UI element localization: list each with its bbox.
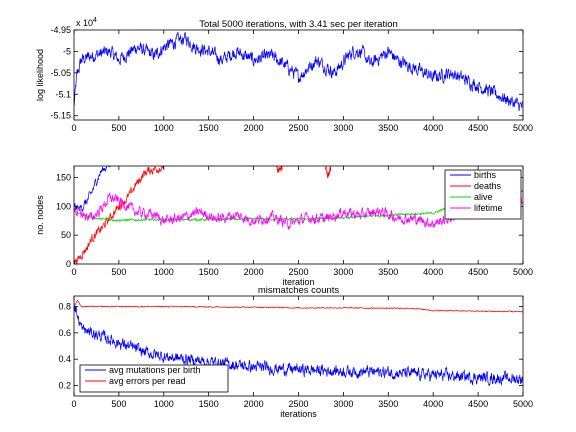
series-line-1: [74, 31, 523, 112]
x-axis-label: iteration: [282, 277, 314, 287]
x-tick-label: 500: [111, 267, 126, 277]
x-tick-label: 1000: [154, 399, 174, 409]
y-tick-label: 50: [61, 230, 71, 240]
x-tick-label: 2500: [288, 399, 308, 409]
x-tick-label: 2500: [288, 123, 308, 133]
x-tick-label: 4000: [423, 123, 443, 133]
series-group: [74, 31, 523, 112]
y-tick-label: 0.4: [58, 354, 71, 364]
x-tick-label: 3000: [333, 123, 353, 133]
y-tick-label: -5.05: [50, 68, 71, 78]
series-line-deaths: [74, 166, 164, 264]
series-line-deaths: [325, 166, 332, 179]
legend-entry: lifetime: [474, 203, 503, 213]
x-tick-label: 4000: [423, 267, 443, 277]
x-tick-label: 5000: [513, 399, 533, 409]
y-axis-label: log likelihood: [35, 49, 45, 101]
y-axis-label: no. nodes: [35, 195, 45, 235]
y-tick-label: 0: [66, 259, 71, 269]
y-tick-label: 100: [56, 201, 71, 211]
y-tick-label: -5: [63, 46, 71, 56]
x-tick-label: 2500: [288, 267, 308, 277]
chart-1: 0 500 1000 1500 2000 2500 3000 3500 4000 4500 5000…: [35, 17, 533, 133]
x-tick-label: 3500: [378, 399, 398, 409]
legend-entry: births: [474, 170, 497, 180]
x-tick-label: 1000: [154, 267, 174, 277]
x-tick-label: 1500: [199, 123, 219, 133]
legend-entry: avg mutations per birth: [109, 365, 201, 375]
chart-title: Total 5000 iterations, with 3.41 sec per…: [199, 19, 398, 30]
series-line-avg-mutations-per-birth: [74, 301, 523, 387]
series-line-deaths: [275, 166, 283, 173]
x-tick-label: 4500: [468, 399, 488, 409]
y-tick-label: -5.1: [55, 89, 71, 99]
x-tick-label: 4500: [468, 267, 488, 277]
chart-title: mismatches counts: [258, 285, 340, 296]
legend-entry: alive: [474, 192, 493, 202]
x-tick-label: 2000: [244, 123, 264, 133]
x-tick-label: 2000: [244, 267, 264, 277]
x-tick-label: 3500: [378, 267, 398, 277]
x-tick-label: 3000: [333, 267, 353, 277]
y-tick-label: 150: [56, 173, 71, 183]
x-tick-label: 0: [71, 123, 76, 133]
x-tick-label: 2000: [244, 399, 264, 409]
legend-entry: avg errors per read: [109, 376, 186, 386]
x-tick-label: 0: [71, 399, 76, 409]
x-tick-label: 0: [71, 267, 76, 277]
y-tick-label: 0.2: [58, 380, 71, 390]
x-tick-label: 1000: [154, 123, 174, 133]
series-line-avg-errors-per-read: [74, 299, 523, 313]
y-tick-label: -5.15: [50, 111, 71, 121]
y-tick-label: -4.95: [50, 25, 71, 35]
x-tick-label: 500: [111, 123, 126, 133]
x-tick-label: 4000: [423, 399, 443, 409]
x-tick-label: 5000: [513, 267, 533, 277]
x-tick-label: 5000: [513, 123, 533, 133]
x-tick-label: 3000: [333, 399, 353, 409]
x-tick-label: 3500: [378, 123, 398, 133]
x-tick-label: 500: [111, 399, 126, 409]
x-tick-label: 4500: [468, 123, 488, 133]
x-tick-label: 1500: [199, 267, 219, 277]
y-tick-label: 0.8: [58, 302, 71, 312]
chart-2: 0 500 1000 1500 2000 2500 3000 3500 4000 4500 5000…: [35, 165, 533, 287]
y-tick-label: 0.6: [58, 328, 71, 338]
legend-entry: deaths: [474, 181, 502, 191]
chart-3: 0 500 1000 1500 2000 2500 3000 3500 4000 4500 5000…: [58, 285, 533, 419]
legend-box: [444, 169, 522, 220]
x-tick-label: 1500: [199, 399, 219, 409]
y-exponent-label: x 104: [76, 17, 97, 28]
series-group: [74, 299, 523, 387]
x-axis-label: iterations: [280, 409, 317, 419]
